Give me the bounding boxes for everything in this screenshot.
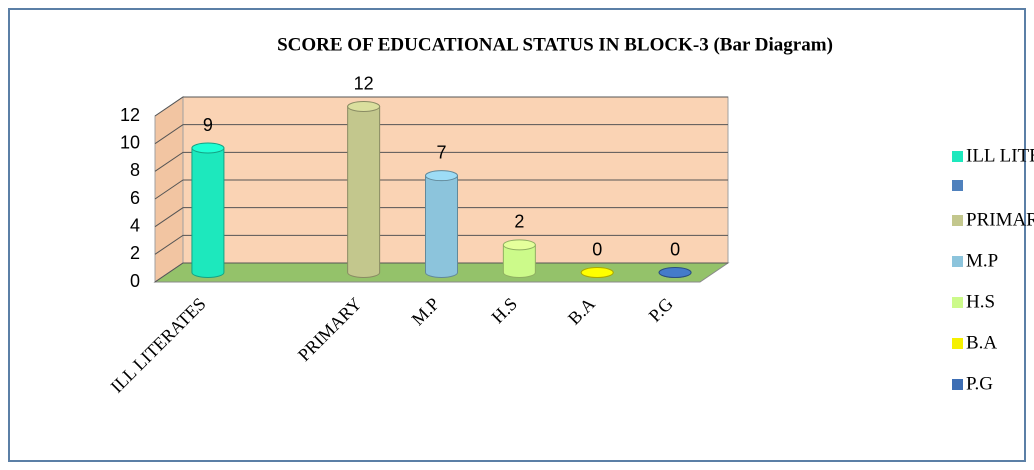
value-label: 12	[354, 73, 374, 93]
bar-top	[502, 239, 536, 251]
legend-swatch	[952, 180, 963, 191]
y-tick-label: 4	[130, 215, 140, 235]
grid-line	[154, 262, 728, 283]
legend-label: B.A	[966, 332, 997, 353]
legend-label: M.P	[966, 250, 998, 271]
bar-body	[191, 147, 225, 278]
chart-title: SCORE OF EDUCATIONAL STATUS IN BLOCK-3 (…	[277, 34, 833, 55]
grid-line	[154, 207, 728, 228]
bar-top	[191, 142, 225, 154]
y-tick-label: 8	[130, 160, 140, 180]
bar-top	[425, 170, 458, 182]
legend-swatch	[952, 256, 963, 267]
y-tick-label: 2	[130, 243, 140, 263]
y-tick-label: 0	[130, 271, 140, 291]
bar	[502, 239, 536, 278]
bar	[347, 101, 381, 278]
grid-line	[154, 234, 728, 255]
legend-label: ILL LITERATES	[966, 145, 1034, 166]
y-tick-label: 6	[130, 188, 140, 208]
bar-body	[425, 175, 458, 278]
y-tick-label: 10	[120, 132, 140, 152]
value-label: 2	[514, 212, 524, 232]
value-label: 9	[203, 115, 213, 135]
bar-top	[658, 267, 692, 278]
legend-swatch	[952, 215, 963, 226]
value-label: 7	[436, 142, 446, 162]
legend-label: P.G	[966, 373, 993, 394]
bar	[658, 267, 692, 278]
grid-line	[154, 151, 728, 172]
bar	[191, 142, 225, 278]
value-label: 0	[670, 239, 680, 259]
bar-body	[502, 244, 536, 278]
grid-line	[154, 124, 728, 145]
legend-swatch	[952, 297, 963, 308]
bar	[425, 170, 458, 278]
bar-top	[580, 267, 614, 278]
y-tick-label: 12	[120, 105, 140, 125]
bar-body	[347, 106, 381, 278]
bar	[580, 267, 614, 278]
value-label: 0	[592, 239, 602, 259]
legend-swatch	[952, 379, 963, 390]
bar-top	[347, 101, 381, 112]
grid-line	[154, 96, 728, 117]
legend-label: H.S	[966, 291, 995, 312]
legend-swatch	[952, 338, 963, 349]
grid-line	[154, 179, 728, 200]
legend-label: PRIMARY	[966, 209, 1034, 230]
legend-swatch	[952, 151, 963, 162]
